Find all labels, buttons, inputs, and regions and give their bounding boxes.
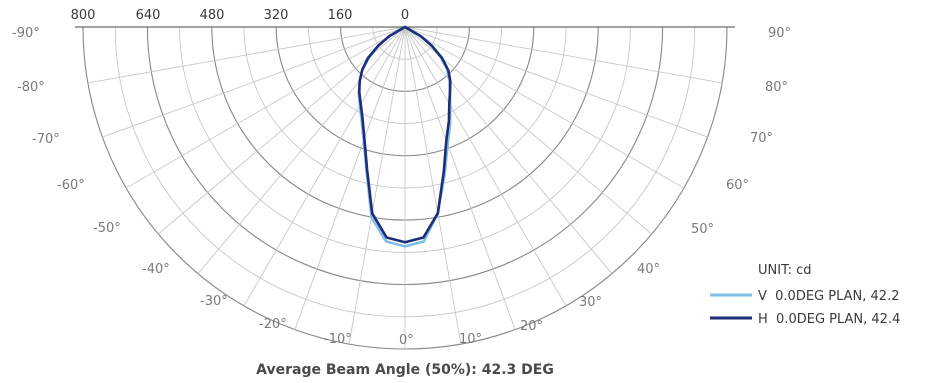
grid-spoke [125, 26, 406, 189]
angle-label-right: 50° [691, 222, 714, 237]
grid-spoke [404, 26, 652, 235]
radial-tick-label: 640 [136, 8, 161, 23]
grid-spoke [197, 26, 406, 274]
legend: UNIT: cd V 0.0DEG PLAN, 42.2 H 0.0DEG PL… [710, 263, 900, 327]
grid-spoke [294, 26, 406, 330]
radial-tick-label: 160 [328, 8, 353, 23]
grid-spoke [348, 26, 406, 345]
grid-spoke [158, 26, 406, 235]
grid-spoke [404, 26, 613, 274]
angle-label-left: -80° [17, 80, 45, 95]
radial-tick-label: 480 [200, 8, 225, 23]
angle-tick-labels: -90° -80° -70° -60° -50° -40° -30° -20° … [12, 26, 791, 348]
legend-label-h: H 0.0DEG PLAN, 42.4 [758, 312, 900, 327]
angle-label-right: 80° [765, 80, 788, 95]
intensity-curves [357, 25, 452, 248]
angle-label-right: 20° [520, 319, 543, 334]
angle-label-left: -40° [142, 262, 170, 277]
grid-spoke [404, 26, 708, 138]
grid-spoke [404, 26, 516, 330]
angle-label-right: 30° [579, 295, 602, 310]
angle-label-right: 60° [726, 178, 749, 193]
series-h-curve [358, 25, 452, 244]
grid-spoke [87, 26, 406, 84]
angle-label-center: 0° [399, 333, 414, 348]
radial-tick-label: 320 [264, 8, 289, 23]
polar-grid [75, 26, 735, 350]
unit-label: UNIT: cd [758, 263, 812, 278]
grid-spoke [243, 26, 406, 307]
angle-label-left: -70° [32, 132, 60, 147]
angle-label-left: -90° [12, 26, 40, 41]
angle-label-left: -30° [200, 294, 228, 309]
grid-spoke [404, 26, 685, 189]
grid-spoke [102, 26, 406, 138]
angle-label-left: -20° [259, 317, 287, 332]
angle-label-right: 70° [750, 131, 773, 146]
radial-tick-label: 800 [71, 8, 96, 23]
beam-angle-footer: Average Beam Angle (50%): 42.3 DEG [256, 362, 554, 378]
angle-label-right: 10° [459, 332, 482, 347]
legend-label-v: V 0.0DEG PLAN, 42.2 [758, 289, 899, 304]
radial-tick-labels: 800 640 480 320 160 0 [71, 8, 410, 23]
radial-tick-label: 0 [401, 8, 409, 23]
angle-label-left: -60° [57, 178, 85, 193]
grid-spoke [404, 26, 567, 307]
grid-spoke [404, 26, 723, 84]
angle-label-right: 40° [637, 262, 660, 277]
angle-label-left: -50° [93, 221, 121, 236]
angle-label-right: 90° [768, 26, 791, 41]
angle-label-left: -10° [324, 332, 352, 347]
grid-spoke [404, 26, 462, 345]
